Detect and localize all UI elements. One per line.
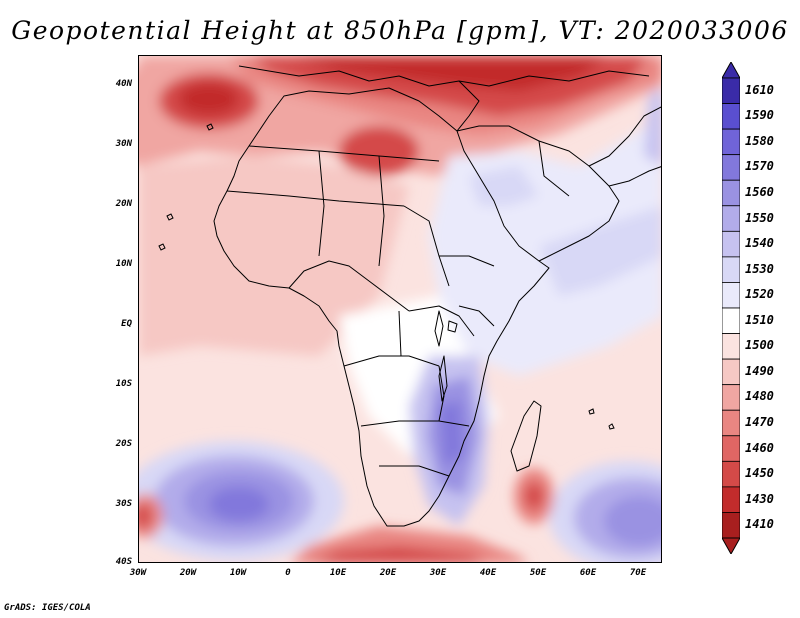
colorbar-segment [722,103,740,130]
lat-label-10n: 10N [115,259,132,269]
colorbar-segment [722,358,740,386]
colorbar-segment [722,282,740,309]
colorbar-label: 1410 [745,517,774,532]
colorbar-segment [722,486,740,513]
lat-label-10s: 10S [115,379,132,389]
lon-label-70e: 70E [629,568,647,578]
colorbar-label: 1550 [745,210,774,225]
lon-label-40e: 40E [479,568,497,578]
lat-label-30n: 30N [115,139,132,149]
lon-label-30e: 30E [429,568,447,578]
colorbar-top-arrow [722,62,740,79]
colorbar-label: 1480 [745,389,774,404]
map-title: Geopotential Height at 850hPa [gpm], VT:… [11,16,789,45]
height-field-shading [139,56,661,562]
colorbar-label: 1500 [745,338,774,353]
colorbar-segment [722,77,740,104]
colorbar-label: 1560 [745,185,774,199]
lon-label-10w: 10W [229,568,247,578]
colorbar-label: 1430 [745,491,774,506]
lat-label-40n: 40N [115,79,132,89]
colorbar-segment [722,256,740,283]
lat-label-40s: 40S [115,557,132,567]
colorbar-segment [722,205,740,232]
colorbar-label: 1460 [745,440,774,455]
colorbar-label: 1450 [745,466,774,481]
lon-label-20w: 20W [179,568,197,578]
lat-label-20s: 20S [115,439,132,449]
colorbar-label: 1470 [745,415,774,429]
colorbar-segment [722,460,740,488]
colorbar-label: 1520 [745,287,774,302]
colorbar-segment [722,409,740,437]
colorbar-segment [722,333,740,360]
colorbar-label: 1570 [745,159,774,174]
colorbar-segment [722,230,740,258]
colorbar-segment [722,179,740,207]
lon-label-0: 0 [285,568,291,578]
lat-label-30s: 30S [115,499,132,509]
colorbar-segment [722,307,740,334]
colorbar-bottom-arrow [722,537,740,554]
colorbar-label: 1510 [745,312,774,327]
colorbar-segment [722,512,740,539]
lon-label-20e: 20E [379,568,397,578]
islands [158,123,615,430]
coastlines [213,65,661,527]
colorbar-label: 1580 [745,133,774,148]
colorbar-label: 1590 [745,108,774,123]
colorbar-segment [722,384,740,411]
colorbar-label: 1610 [745,82,774,97]
colorbar [722,62,740,554]
lat-label-20n: 20N [115,199,132,209]
lat-label-eq: EQ [121,319,132,329]
colorbar-segment [722,154,740,181]
lon-label-30w: 30W [129,568,147,578]
colorbar-label: 1530 [745,261,774,276]
colorbar-label: 1490 [745,363,774,378]
map-panel [138,55,662,563]
footer-credit: GrADS: IGES/COLA [4,603,91,613]
colorbar-label: 1540 [745,236,774,251]
lon-label-60e: 60E [579,568,597,578]
lon-label-50e: 50E [529,568,547,578]
colorbar-segment [722,128,740,156]
lon-label-10e: 10E [329,568,347,578]
colorbar-segment [722,435,740,462]
height-field-map [139,56,661,562]
